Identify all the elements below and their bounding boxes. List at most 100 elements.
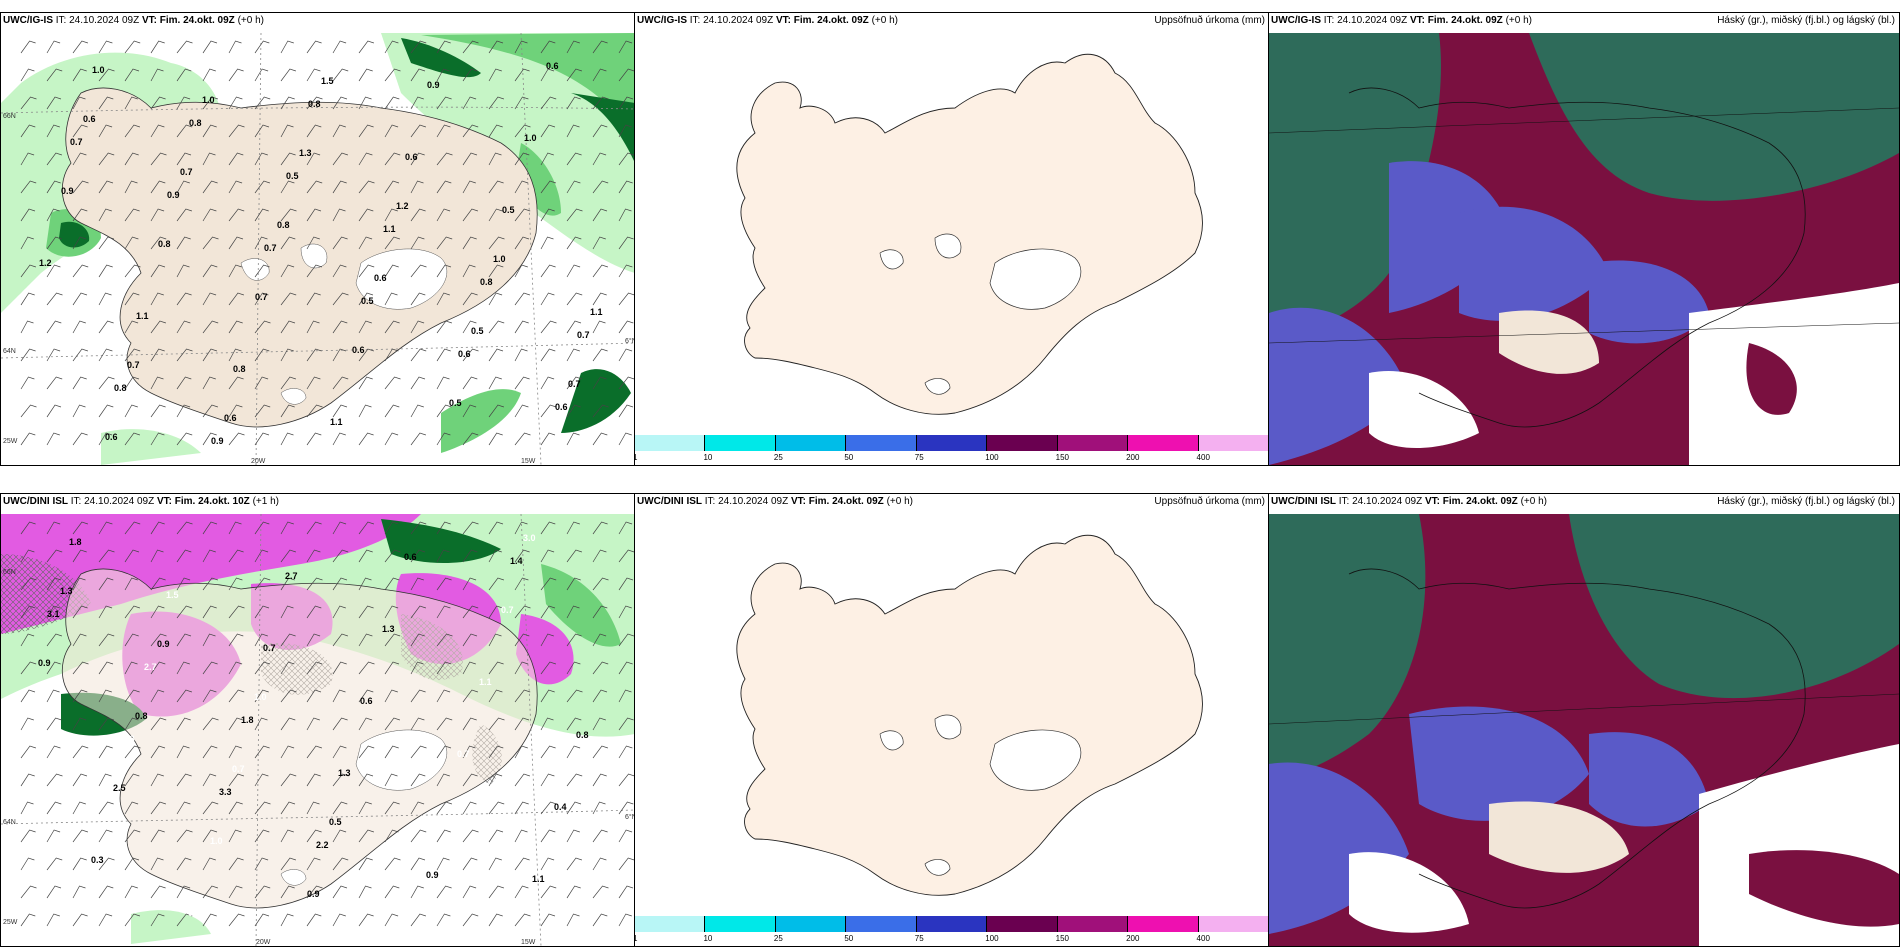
wind-barb — [384, 885, 400, 899]
wind-barb — [488, 521, 504, 535]
wind-barb — [46, 96, 62, 110]
wind-barb — [176, 549, 192, 563]
wind-barb — [72, 773, 88, 787]
wind-barb — [462, 40, 479, 54]
wind-barb — [566, 521, 580, 535]
wind-barb — [540, 376, 555, 390]
wind-barb — [202, 913, 217, 927]
wind-barb — [462, 348, 479, 362]
wind-barb — [98, 745, 113, 759]
wind-barb — [488, 773, 503, 787]
wind-barb — [540, 208, 555, 222]
wind-barb — [202, 661, 218, 675]
wind-barb — [618, 320, 634, 334]
wind-barb — [436, 180, 452, 194]
colorbar-tick-label: 100 — [985, 934, 999, 943]
wind-barb — [150, 68, 164, 82]
wind-barb — [306, 549, 321, 563]
wind-barb — [254, 717, 268, 731]
wind-barb — [592, 521, 608, 535]
wind-barb — [618, 96, 634, 110]
wind-barb — [436, 124, 451, 138]
wind-barb — [254, 208, 269, 222]
wind-barb — [150, 320, 167, 334]
wind-barb — [436, 236, 453, 250]
precip-value-label: 1.1 — [136, 311, 149, 321]
wind-barb — [280, 376, 297, 390]
wind-barb — [306, 857, 321, 871]
wind-barb — [124, 320, 139, 334]
wind-barb — [436, 717, 453, 731]
wind-barb — [462, 404, 477, 418]
wind-barb — [540, 605, 556, 619]
wind-barb — [514, 801, 529, 815]
wind-barb — [566, 885, 581, 899]
wind-barb — [150, 885, 166, 899]
wind-barb — [124, 292, 140, 306]
wind-barb — [228, 549, 244, 563]
wind-barb — [202, 96, 219, 110]
wind-barb — [46, 633, 63, 647]
wind-barb — [592, 404, 609, 418]
wind-barb — [98, 432, 113, 446]
wind-barb — [462, 717, 477, 731]
wind-barb — [280, 264, 295, 278]
wind-barb — [176, 236, 191, 250]
wind-barb — [514, 68, 530, 82]
wind-barb — [410, 717, 425, 731]
wind-barb — [202, 292, 217, 306]
colorbar-swatch — [1198, 435, 1269, 451]
wind-barb — [98, 124, 113, 138]
wind-barb — [540, 180, 557, 194]
wind-barb — [410, 745, 427, 759]
wind-barb — [20, 404, 37, 418]
wind-barb — [20, 913, 36, 927]
wind-barb — [358, 236, 373, 250]
wind-barb — [72, 885, 86, 899]
precip-value-label: 0.7 — [263, 643, 276, 653]
wind-barb — [176, 521, 193, 535]
wind-barb — [410, 376, 426, 390]
wind-barb — [202, 605, 217, 619]
wind-barb — [280, 521, 294, 535]
wind-barb — [150, 264, 166, 278]
wind-barb — [228, 320, 243, 334]
wind-barb — [228, 577, 243, 591]
colorbar-swatch — [846, 435, 917, 451]
wind-barb — [358, 348, 375, 362]
wind-barb — [98, 885, 114, 899]
wind-barb — [306, 208, 322, 222]
wind-barb — [618, 40, 633, 54]
wind-barb — [540, 913, 556, 927]
precip-value-label: 1.1 — [479, 677, 492, 687]
wind-barb — [592, 320, 606, 334]
wind-barb — [592, 376, 607, 390]
wind-barb — [436, 885, 452, 899]
wind-barb — [410, 208, 426, 222]
wind-barb — [228, 633, 244, 647]
wind-barb — [384, 689, 398, 703]
precip-value-label: 1.0 — [524, 133, 537, 143]
wind-barb — [72, 521, 89, 535]
wind-barb — [566, 236, 582, 250]
wind-barb — [20, 320, 34, 334]
wind-barb — [150, 717, 167, 731]
wind-barb — [384, 320, 400, 334]
wind-barb — [98, 633, 115, 647]
wind-barb — [254, 913, 270, 927]
wind-barb — [176, 857, 192, 871]
precip-value-label: 1.3 — [299, 148, 312, 158]
wind-barb — [254, 124, 270, 138]
wind-barb — [228, 857, 244, 871]
wind-barb — [176, 68, 192, 82]
wind-barb — [514, 829, 528, 843]
precip-value-label: 0.8 — [158, 239, 171, 249]
wind-barb — [358, 745, 375, 759]
wind-barb — [358, 913, 374, 927]
wind-barb — [592, 124, 608, 138]
wind-barb — [514, 661, 529, 675]
wind-barb — [228, 829, 242, 843]
wind-barb — [540, 68, 555, 82]
wind-barb — [306, 605, 322, 619]
wind-barb — [462, 180, 476, 194]
